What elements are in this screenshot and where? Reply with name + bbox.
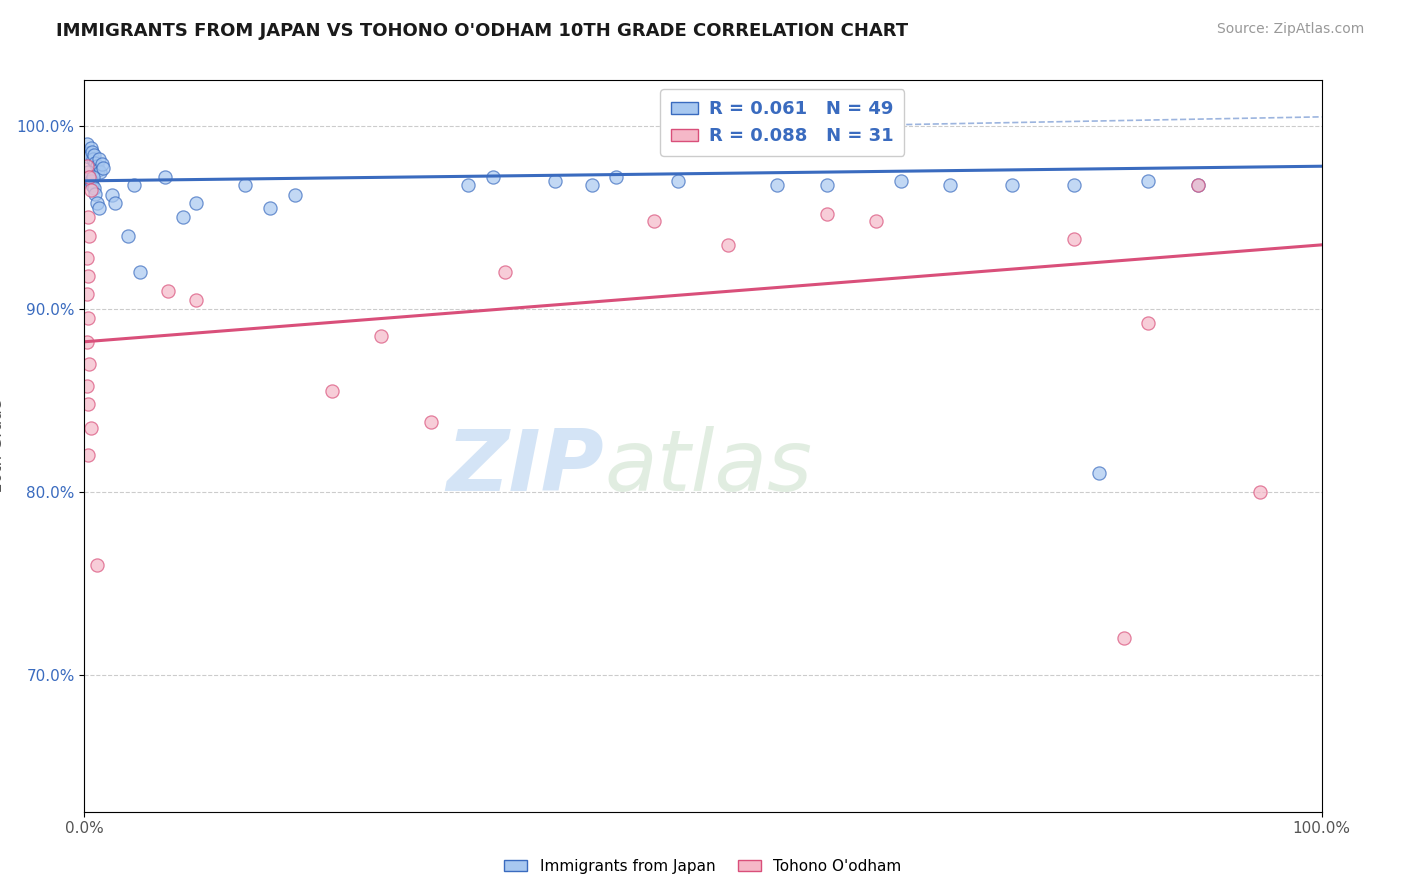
- Point: [79, 183, 101, 197]
- Point: [1063, 232, 1085, 246]
- Point: [717, 237, 740, 252]
- Point: [76, 287, 98, 301]
- Point: [89, 164, 111, 178]
- Point: [184, 293, 207, 307]
- Point: [939, 178, 962, 192]
- Point: [79, 170, 101, 185]
- Point: [104, 195, 127, 210]
- Point: [233, 178, 256, 192]
- Point: [605, 170, 627, 185]
- Point: [1063, 178, 1085, 192]
- Point: [129, 265, 152, 279]
- Point: [865, 214, 887, 228]
- Point: [184, 195, 207, 210]
- Point: [77, 448, 100, 462]
- Legend: R = 0.061   N = 49, R = 0.088   N = 31: R = 0.061 N = 49, R = 0.088 N = 31: [659, 89, 904, 156]
- Point: [79, 141, 101, 155]
- Point: [87, 162, 110, 177]
- Point: [1137, 317, 1160, 331]
- Point: [1001, 178, 1024, 192]
- Point: [80, 178, 103, 192]
- Point: [494, 265, 516, 279]
- Point: [117, 228, 139, 243]
- Text: IMMIGRANTS FROM JAPAN VS TOHONO O'ODHAM 10TH GRADE CORRELATION CHART: IMMIGRANTS FROM JAPAN VS TOHONO O'ODHAM …: [56, 22, 908, 40]
- Text: Source: ZipAtlas.com: Source: ZipAtlas.com: [1216, 22, 1364, 37]
- Point: [122, 178, 145, 192]
- Point: [79, 150, 101, 164]
- Point: [76, 251, 98, 265]
- Point: [79, 228, 101, 243]
- Point: [77, 146, 100, 161]
- Point: [77, 397, 100, 411]
- Point: [543, 174, 565, 188]
- Point: [1137, 174, 1160, 188]
- Point: [77, 211, 100, 225]
- Point: [83, 181, 105, 195]
- Point: [79, 420, 101, 434]
- Point: [419, 415, 441, 429]
- Point: [77, 310, 100, 325]
- Point: [89, 201, 111, 215]
- Point: [1249, 484, 1271, 499]
- Point: [1187, 178, 1209, 192]
- Point: [284, 188, 307, 202]
- Point: [100, 188, 122, 202]
- Point: [815, 178, 838, 192]
- Point: [82, 170, 104, 185]
- Point: [77, 268, 100, 283]
- Y-axis label: 10th Grade: 10th Grade: [0, 399, 6, 493]
- Point: [76, 137, 98, 152]
- Point: [90, 157, 112, 171]
- Point: [153, 170, 176, 185]
- Point: [91, 161, 114, 175]
- Point: [370, 329, 392, 343]
- Point: [666, 174, 689, 188]
- Point: [86, 159, 108, 173]
- Point: [84, 186, 107, 201]
- Point: [86, 195, 108, 210]
- Point: [172, 211, 194, 225]
- Point: [157, 284, 180, 298]
- Point: [89, 152, 111, 166]
- Point: [80, 145, 103, 159]
- Point: [457, 178, 479, 192]
- Point: [76, 378, 98, 392]
- Point: [79, 170, 101, 185]
- Point: [83, 148, 105, 162]
- Point: [76, 159, 98, 173]
- Point: [79, 174, 101, 188]
- Point: [1112, 631, 1135, 645]
- Point: [581, 178, 603, 192]
- Point: [77, 164, 100, 178]
- Legend: Immigrants from Japan, Tohono O'odham: Immigrants from Japan, Tohono O'odham: [498, 853, 908, 880]
- Point: [259, 201, 281, 215]
- Point: [481, 170, 503, 185]
- Point: [766, 178, 789, 192]
- Point: [86, 558, 108, 572]
- Point: [79, 357, 101, 371]
- Point: [890, 174, 912, 188]
- Point: [321, 384, 343, 399]
- Point: [76, 334, 98, 349]
- Text: atlas: atlas: [605, 426, 813, 509]
- Point: [643, 214, 665, 228]
- Point: [1088, 467, 1111, 481]
- Point: [1187, 178, 1209, 192]
- Point: [815, 207, 838, 221]
- Point: [84, 155, 107, 169]
- Text: ZIP: ZIP: [446, 426, 605, 509]
- Point: [82, 152, 104, 166]
